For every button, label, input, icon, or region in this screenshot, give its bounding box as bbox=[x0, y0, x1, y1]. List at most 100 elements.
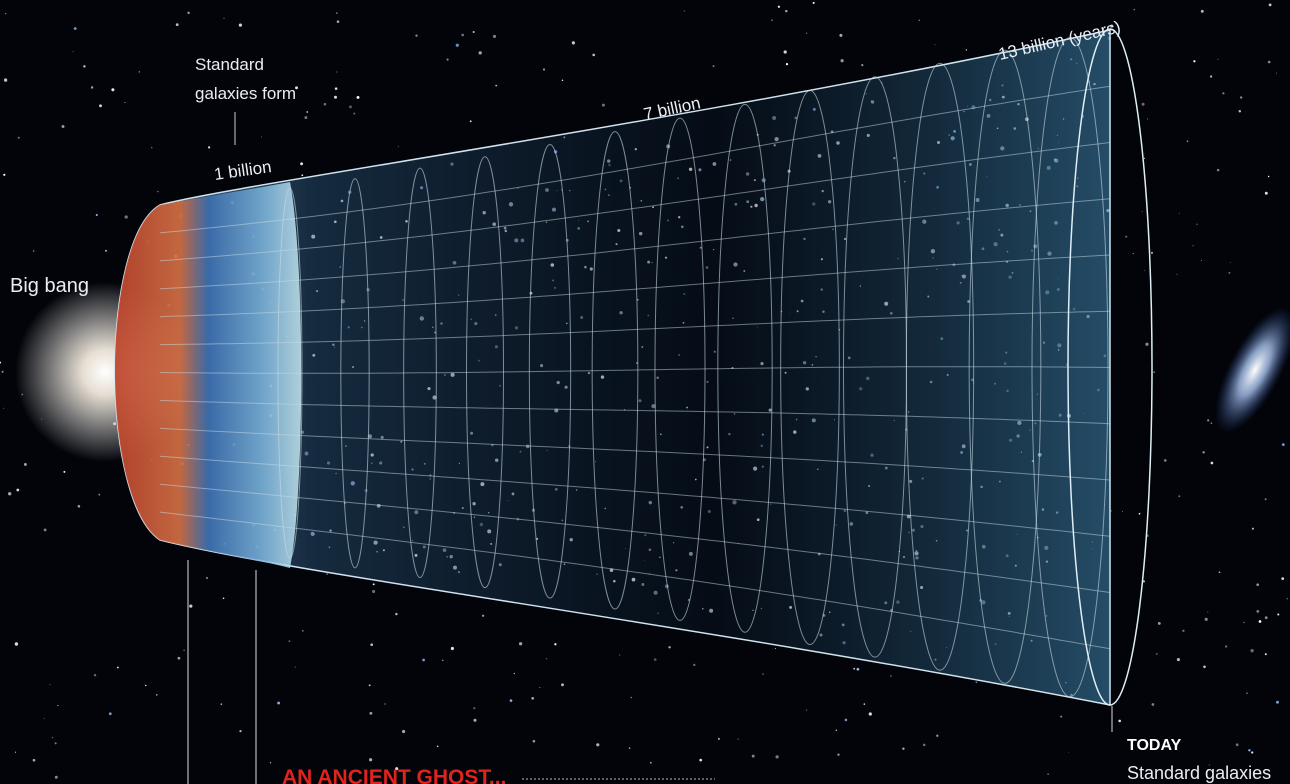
star bbox=[95, 213, 98, 217]
star bbox=[49, 684, 51, 686]
cone-end bbox=[1067, 28, 1153, 706]
star bbox=[51, 736, 54, 739]
star bbox=[1208, 764, 1210, 766]
star bbox=[98, 493, 101, 496]
star bbox=[401, 729, 406, 734]
star bbox=[1210, 461, 1214, 465]
star bbox=[369, 711, 373, 715]
star bbox=[57, 704, 59, 707]
grid-line bbox=[159, 511, 1111, 650]
star bbox=[628, 747, 631, 749]
star bbox=[261, 136, 263, 138]
star bbox=[771, 19, 773, 22]
star bbox=[111, 88, 115, 92]
star bbox=[1182, 629, 1185, 633]
star bbox=[1275, 72, 1278, 74]
star bbox=[601, 103, 605, 107]
star bbox=[207, 146, 211, 149]
star bbox=[1204, 617, 1208, 621]
star bbox=[1202, 451, 1205, 454]
label: Standard bbox=[195, 55, 264, 74]
early-universe-layers bbox=[115, 182, 302, 568]
star bbox=[372, 583, 375, 586]
star bbox=[1281, 577, 1285, 580]
star bbox=[1200, 9, 1204, 13]
star bbox=[1276, 700, 1279, 704]
star bbox=[1141, 211, 1143, 213]
star bbox=[93, 674, 97, 677]
star bbox=[1258, 620, 1262, 623]
star bbox=[436, 745, 439, 748]
star bbox=[304, 116, 308, 120]
star bbox=[840, 59, 844, 63]
star bbox=[596, 743, 600, 747]
star bbox=[1286, 597, 1289, 600]
star bbox=[1277, 613, 1280, 616]
star bbox=[32, 758, 36, 762]
star bbox=[301, 629, 304, 632]
star bbox=[1151, 251, 1153, 254]
star bbox=[890, 675, 892, 677]
star bbox=[1121, 511, 1123, 513]
star bbox=[3, 173, 6, 176]
star bbox=[561, 79, 564, 81]
star bbox=[1047, 773, 1049, 775]
star bbox=[117, 666, 119, 669]
star bbox=[422, 658, 425, 662]
star bbox=[509, 699, 513, 702]
star bbox=[1217, 58, 1219, 60]
star bbox=[1207, 611, 1209, 613]
star bbox=[442, 659, 444, 661]
star bbox=[54, 742, 57, 745]
star bbox=[1267, 60, 1271, 64]
star bbox=[1256, 610, 1260, 613]
star bbox=[936, 734, 939, 737]
grid-line bbox=[159, 399, 1111, 425]
star bbox=[1196, 223, 1198, 226]
star bbox=[683, 10, 685, 12]
star bbox=[1133, 8, 1136, 11]
star bbox=[1216, 168, 1220, 172]
star bbox=[861, 63, 864, 67]
star bbox=[1218, 571, 1221, 574]
grid-line bbox=[159, 142, 1111, 262]
star bbox=[856, 667, 860, 671]
star bbox=[23, 462, 27, 466]
star bbox=[1125, 235, 1128, 238]
star bbox=[1178, 212, 1180, 214]
star bbox=[1201, 259, 1202, 261]
star bbox=[1193, 60, 1196, 63]
star bbox=[918, 19, 920, 21]
star bbox=[785, 62, 789, 66]
star bbox=[3, 407, 5, 409]
star bbox=[679, 111, 682, 113]
star bbox=[336, 20, 340, 23]
label: Standard galaxies bbox=[1127, 763, 1271, 783]
grid-line bbox=[159, 254, 1111, 318]
star bbox=[1224, 645, 1228, 648]
star bbox=[1142, 580, 1146, 583]
star bbox=[934, 44, 936, 46]
star bbox=[653, 658, 657, 661]
star bbox=[83, 65, 86, 68]
star bbox=[277, 701, 281, 705]
star bbox=[189, 604, 193, 608]
star bbox=[592, 53, 595, 57]
star bbox=[1246, 692, 1248, 695]
star bbox=[14, 642, 19, 646]
star bbox=[699, 758, 703, 762]
grid-line bbox=[159, 310, 1111, 346]
star bbox=[397, 146, 399, 148]
star bbox=[1147, 118, 1149, 120]
label: galaxies form bbox=[195, 84, 296, 103]
star bbox=[531, 696, 535, 700]
star bbox=[1235, 743, 1239, 747]
star bbox=[269, 762, 272, 764]
star bbox=[43, 528, 47, 532]
star bbox=[43, 717, 45, 719]
star bbox=[546, 658, 548, 660]
star bbox=[1110, 510, 1112, 512]
star bbox=[72, 51, 74, 53]
star bbox=[450, 646, 454, 651]
star bbox=[1060, 715, 1063, 718]
